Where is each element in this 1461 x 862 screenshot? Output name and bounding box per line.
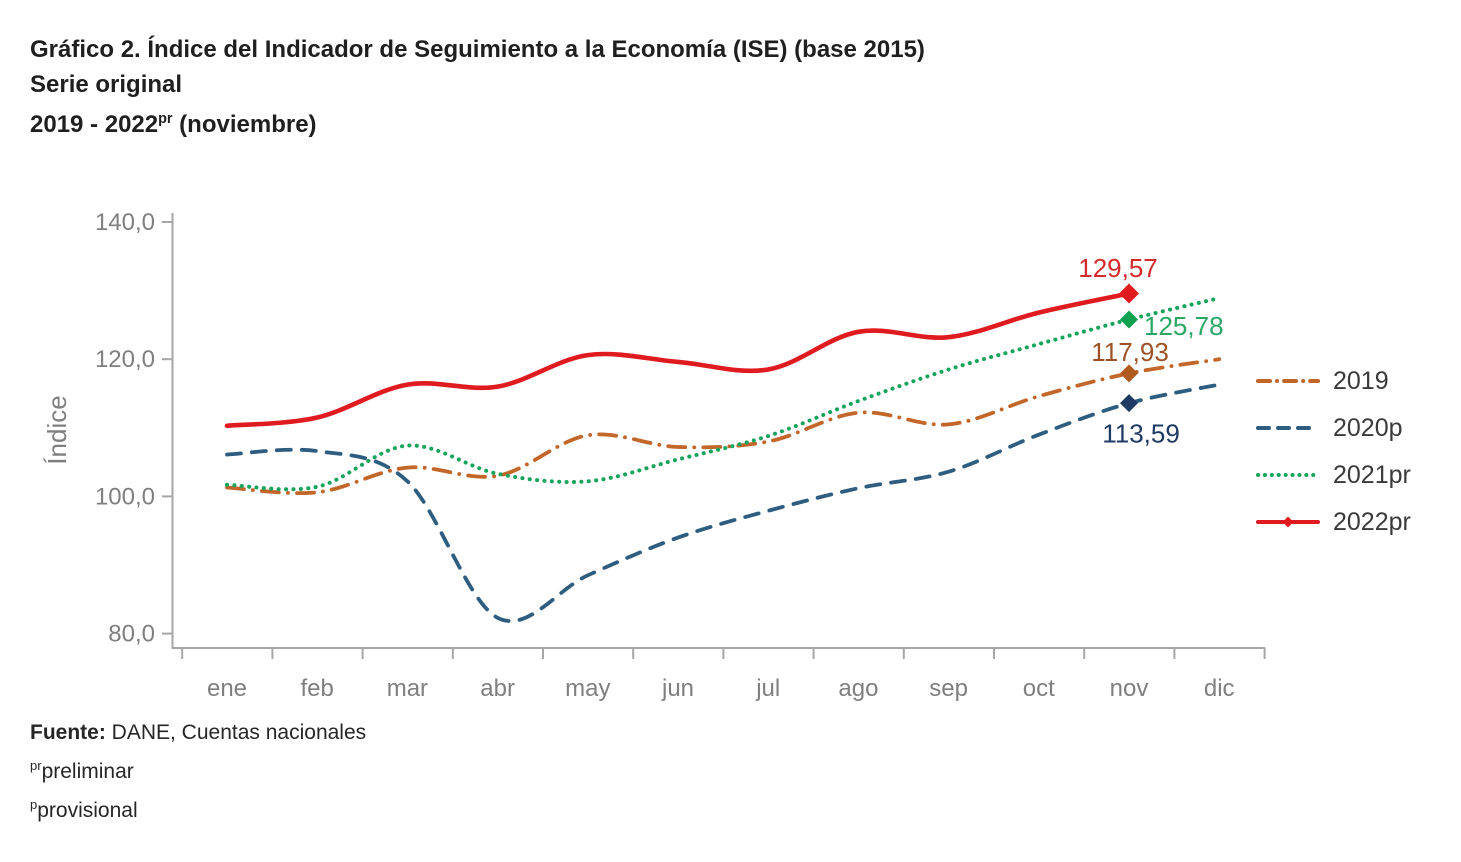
legend-label-2020p: 2020p [1333, 413, 1403, 442]
footnote-provisional: pprovisional [30, 788, 366, 827]
legend-line-sample-2022pr [1256, 516, 1320, 528]
svg-text:oct: oct [1023, 675, 1055, 702]
svg-text:140,0: 140,0 [95, 209, 155, 236]
legend-item-2019: 2019 [1256, 367, 1411, 395]
footnote-provisional-sup: p [30, 797, 38, 812]
legend-label-2019: 2019 [1333, 366, 1389, 395]
svg-text:125,78: 125,78 [1144, 311, 1224, 341]
chart-period-month: (noviembre) [172, 111, 317, 138]
svg-text:jul: jul [755, 675, 780, 702]
svg-text:nov: nov [1110, 675, 1149, 702]
svg-text:80,0: 80,0 [108, 621, 155, 648]
svg-text:117,93: 117,93 [1091, 337, 1169, 367]
legend-item-2021pr: 2021pr [1256, 461, 1411, 489]
chart-period-years: 2019 - 2022 [30, 111, 159, 138]
svg-text:mar: mar [387, 675, 428, 702]
svg-text:100,0: 100,0 [95, 483, 155, 510]
svg-text:may: may [565, 675, 610, 702]
chart-legend: 2019 2020p 2021pr 2022pr [1256, 367, 1411, 536]
legend-line-sample-2019 [1256, 379, 1320, 383]
svg-text:sep: sep [929, 675, 968, 702]
svg-text:jun: jun [661, 675, 694, 702]
footnote-preliminar-sup: pr [30, 758, 42, 773]
legend-item-2020p: 2020p [1256, 414, 1411, 442]
svg-text:ago: ago [838, 675, 878, 702]
legend-item-2022pr: 2022pr [1256, 508, 1411, 536]
footnote-provisional-text: provisional [37, 799, 138, 822]
chart-period: 2019 - 2022pr (noviembre) [30, 102, 925, 142]
svg-text:129,57: 129,57 [1078, 253, 1158, 283]
svg-text:113,59: 113,59 [1102, 419, 1180, 449]
source-label: Fuente: [30, 721, 106, 744]
svg-text:ene: ene [207, 675, 247, 702]
svg-text:Índice: Índice [42, 395, 72, 464]
chart-period-superscript: pr [158, 111, 173, 127]
chart-title: Gráfico 2. Índice del Indicador de Segui… [30, 36, 925, 63]
svg-text:abr: abr [480, 675, 515, 702]
source-text: DANE, Cuentas nacionales [111, 721, 367, 744]
legend-line-sample-2021pr [1256, 473, 1320, 477]
legend-line-sample-2020p [1256, 426, 1320, 430]
svg-text:120,0: 120,0 [95, 346, 155, 373]
source-note: Fuente: DANE, Cuentas nacionales prpreli… [30, 716, 366, 827]
svg-text:feb: feb [301, 675, 334, 702]
source-line: Fuente: DANE, Cuentas nacionales [30, 716, 366, 749]
legend-label-2021pr: 2021pr [1333, 460, 1411, 489]
chart-title-block: Gráfico 2. Índice del Indicador de Segui… [30, 32, 925, 142]
footnote-preliminar: prpreliminar [30, 749, 366, 788]
footnote-preliminar-text: preliminar [41, 760, 134, 783]
chart-subtitle: Serie original [30, 71, 183, 98]
legend-label-2022pr: 2022pr [1333, 507, 1411, 536]
svg-text:dic: dic [1204, 675, 1235, 702]
